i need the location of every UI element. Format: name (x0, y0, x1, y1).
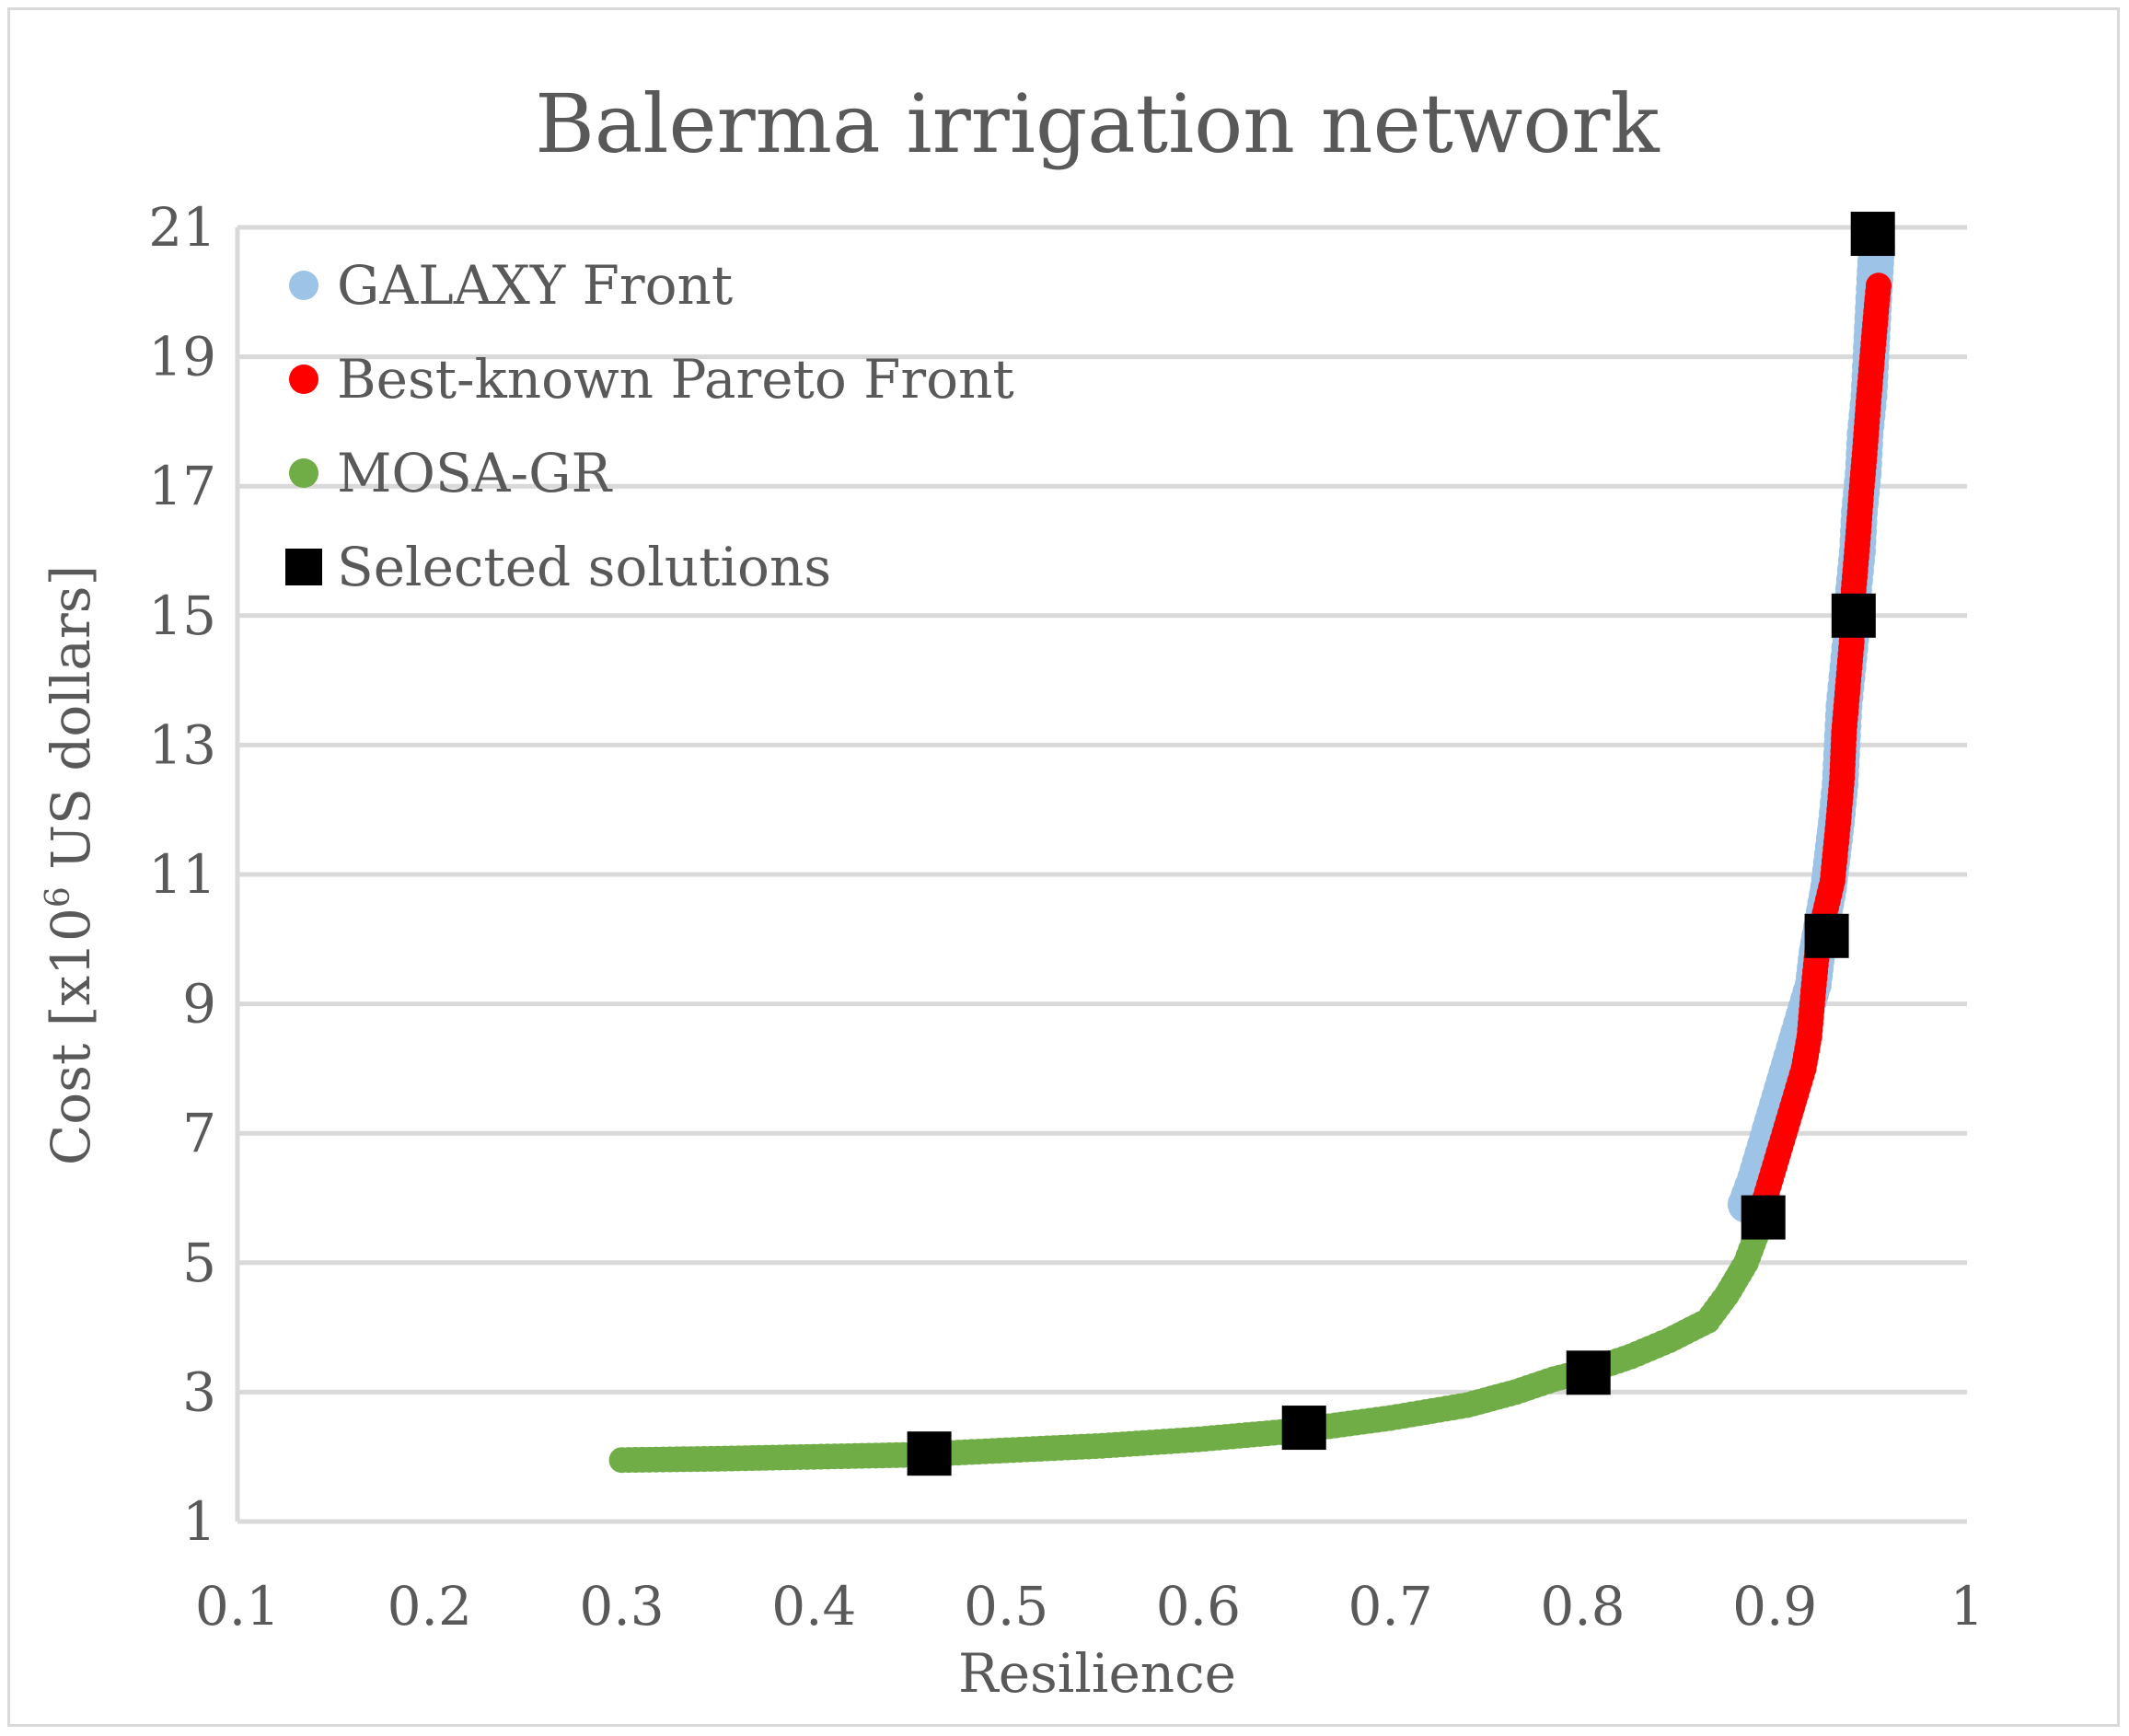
x-tick-label: 0.1 (195, 1575, 280, 1638)
selected-solution-marker (1831, 593, 1876, 638)
y-tick-label: 5 (182, 1232, 216, 1294)
x-tick-label: 0.6 (1156, 1575, 1241, 1638)
selected-solution-marker (1566, 1350, 1611, 1395)
selected-solution-marker (1850, 212, 1895, 257)
y-tick-label: 17 (148, 455, 216, 517)
y-tick-label: 3 (182, 1360, 216, 1423)
y-tick-label: 13 (148, 713, 216, 776)
legend-marker (289, 458, 318, 488)
x-tick-label: 0.9 (1732, 1575, 1817, 1638)
gridlines (237, 225, 1967, 1395)
x-tick-label: 0.4 (771, 1575, 856, 1638)
axes (235, 227, 1967, 1524)
legend: GALAXY Front Best-known Pareto Front MOSA-… (285, 254, 1014, 598)
x-tick-label: 0.7 (1348, 1575, 1433, 1638)
y-axis-label-sup: 6 (40, 886, 77, 908)
chart-frame (7, 7, 2120, 1727)
data-point (1865, 272, 1892, 299)
selected-solution-marker (1741, 1195, 1786, 1240)
y-axis-label: Cost [x106 US dollars] (40, 565, 102, 1165)
y-axis-label-main: Cost [x10 (40, 908, 102, 1165)
y-axis-label-rest: US dollars] (40, 565, 102, 886)
series-selected-solutions (907, 212, 1895, 1476)
legend-marker (289, 365, 318, 394)
legend-label: MOSA-GR (337, 442, 613, 504)
x-tick-label: 0.3 (579, 1575, 664, 1638)
y-tick-label: 9 (182, 973, 216, 1036)
x-axis-label: Resilience (958, 1642, 1236, 1705)
x-tick-label: 0.2 (388, 1575, 472, 1638)
legend-label: GALAXY Front (337, 254, 733, 317)
x-tick-label: 1 (1950, 1575, 1984, 1638)
legend-marker (285, 549, 322, 585)
y-tick-label: 1 (182, 1490, 216, 1553)
x-tick-labels: 0.1 0.2 0.3 0.4 0.5 0.6 0.7 0.8 0.9 1 (195, 1575, 1984, 1638)
selected-solution-marker (1281, 1406, 1326, 1451)
legend-label: Best-known Pareto Front (337, 348, 1014, 411)
legend-marker (289, 271, 318, 300)
selected-solution-marker (907, 1431, 952, 1476)
data-marks (608, 212, 1895, 1476)
y-tick-label: 7 (182, 1102, 216, 1164)
y-tick-label: 15 (148, 584, 216, 647)
y-tick-label: 21 (148, 196, 216, 259)
x-tick-label: 0.8 (1540, 1575, 1625, 1638)
selected-solution-marker (1804, 913, 1849, 958)
y-tick-label: 19 (148, 326, 216, 388)
y-tick-label: 11 (148, 843, 216, 906)
legend-label: Selected solutions (337, 536, 831, 598)
x-tick-label: 0.5 (964, 1575, 1048, 1638)
series-mosa-gr (608, 1204, 1778, 1474)
series-best-known-pareto-front (1752, 272, 1892, 1211)
chart-title: Balerma irrigation network (535, 76, 1660, 171)
